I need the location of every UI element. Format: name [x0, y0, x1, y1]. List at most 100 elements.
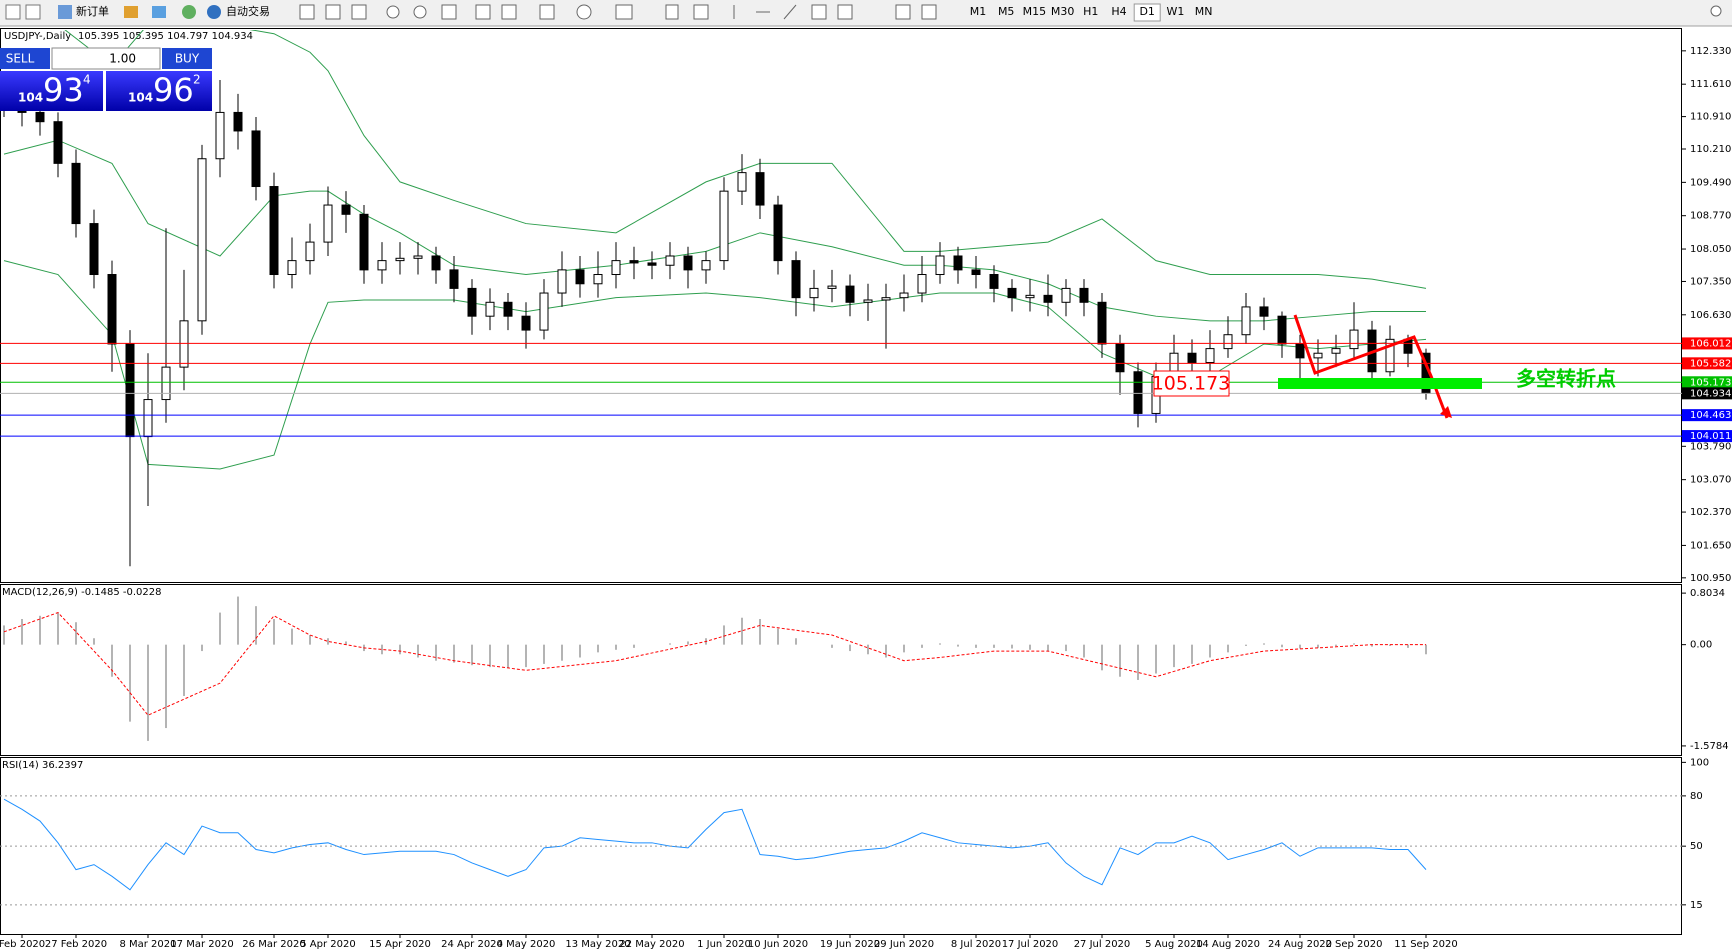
candle-body: [1349, 329, 1359, 350]
candle-body: [1277, 315, 1287, 345]
candle-body: [1061, 287, 1071, 303]
icon[interactable]: [539, 4, 555, 20]
icon[interactable]: [124, 6, 138, 18]
buy-label[interactable]: BUY: [175, 52, 200, 66]
icon[interactable]: [693, 4, 709, 20]
timeframe-button[interactable]: W1: [1166, 5, 1184, 18]
x-tick-label: 19 Jun 2020: [820, 939, 880, 950]
search-icon[interactable]: [1710, 5, 1722, 17]
x-tick-label: 2 Sep 2020: [1325, 939, 1382, 950]
price-callout: [1153, 370, 1230, 397]
candle-body: [305, 241, 315, 262]
timeframe-button[interactable]: H4: [1111, 5, 1126, 18]
bollinger-upper: [64, 30, 1427, 289]
x-tick-label: 26 Mar 2020: [242, 939, 305, 950]
icon[interactable]: [351, 4, 367, 20]
sell-label[interactable]: SELL: [6, 52, 35, 66]
candle-body: [1079, 287, 1089, 303]
icon[interactable]: [811, 4, 827, 20]
toolbar: [0, 0, 1732, 26]
x-tick-label: 8 Jul 2020: [951, 939, 1001, 950]
timeframe-button[interactable]: MN: [1195, 5, 1213, 18]
icon[interactable]: [501, 4, 517, 20]
candle-body: [899, 292, 909, 299]
y-tick-label: 109.490: [1690, 177, 1731, 188]
new-order-icon[interactable]: [58, 5, 72, 19]
icon[interactable]: [921, 4, 937, 20]
x-tick-label: Feb 2020: [0, 939, 45, 950]
toolbar-icons: [299, 4, 1722, 20]
icon[interactable]: [386, 5, 400, 19]
icon[interactable]: [299, 4, 315, 20]
trade-panel: SELL 1.00 BUY 104 93 4 104 96 2: [0, 47, 212, 111]
rsi-plot: [3, 798, 1427, 891]
bid-box[interactable]: [0, 71, 103, 111]
candle-body: [881, 297, 891, 301]
icon[interactable]: [665, 4, 679, 20]
icon[interactable]: [837, 4, 853, 20]
price-label: 105.173: [1690, 377, 1731, 388]
candle-body: [1187, 352, 1197, 363]
lot-input[interactable]: [51, 47, 161, 70]
price-label-box: [1682, 409, 1732, 422]
icon[interactable]: [895, 4, 911, 20]
candle-body: [71, 162, 81, 225]
icon[interactable]: [25, 4, 41, 20]
y-tick-label: 103.070: [1690, 475, 1731, 486]
buy-button[interactable]: [162, 48, 212, 69]
candle-body: [953, 255, 963, 271]
ohlc-readout: 105.395 105.395 104.797 104.934: [78, 31, 253, 42]
icon[interactable]: [182, 5, 196, 19]
timeframe-button[interactable]: M5: [998, 5, 1015, 18]
candle-body: [413, 255, 423, 259]
y-tick-label: 112.330: [1690, 46, 1731, 57]
icon[interactable]: [441, 4, 457, 20]
price-label: 104.463: [1690, 410, 1731, 421]
candle-body: [683, 255, 693, 271]
macd-panel: [0, 584, 1682, 756]
icon[interactable]: [475, 4, 491, 20]
candle-body: [845, 285, 855, 303]
timeframe-button[interactable]: M15: [1023, 5, 1047, 18]
candle-body: [89, 223, 99, 276]
candle-body: [701, 260, 711, 271]
y-tick-label: 50: [1690, 841, 1703, 852]
candle-body: [1007, 287, 1017, 299]
lot-value[interactable]: 1.00: [109, 52, 136, 66]
icon[interactable]: [5, 4, 21, 20]
x-tick-label: 15 Apr 2020: [369, 939, 431, 950]
icon[interactable]: [615, 4, 633, 20]
y-tick-label: 0.00: [1690, 640, 1712, 651]
candle-body: [611, 260, 621, 276]
candle-body: [395, 257, 405, 262]
candle-body: [197, 158, 207, 322]
icon[interactable]: [576, 4, 592, 20]
price-label: 105.582: [1690, 358, 1731, 369]
candle-body: [665, 255, 675, 266]
y-tick-label: 15: [1690, 900, 1703, 911]
y-tick-label: 100: [1690, 757, 1709, 768]
candle-body: [1115, 343, 1125, 373]
timeframe-button[interactable]: M1: [970, 5, 987, 18]
annotations: 多空转折点 105.173: [1152, 314, 1616, 419]
autotrade-button[interactable]: 自动交易: [226, 4, 270, 18]
autotrade-icon[interactable]: [207, 5, 221, 19]
rsi-line: [3, 798, 1427, 891]
candle-body: [251, 130, 261, 188]
icon[interactable]: [413, 5, 427, 19]
ask-box[interactable]: [106, 71, 212, 111]
price-label: 106.012: [1690, 338, 1731, 349]
timeframe-button[interactable]: D1: [1139, 5, 1154, 18]
timeframe-button[interactable]: M30: [1051, 5, 1075, 18]
candle-body: [1043, 294, 1053, 303]
new-order-button[interactable]: 新订单: [76, 4, 109, 18]
x-tick-label: 5 Aug 2020: [1145, 939, 1203, 950]
bid-pips: 93: [43, 71, 84, 109]
icon[interactable]: [152, 6, 166, 18]
x-tick-label: 27 Jul 2020: [1074, 939, 1131, 950]
timeframe-button[interactable]: H1: [1083, 5, 1098, 18]
x-tick-label: 11 Sep 2020: [1394, 939, 1457, 950]
icon[interactable]: [325, 4, 341, 20]
icon[interactable]: [783, 4, 797, 20]
sell-button[interactable]: [0, 48, 50, 69]
